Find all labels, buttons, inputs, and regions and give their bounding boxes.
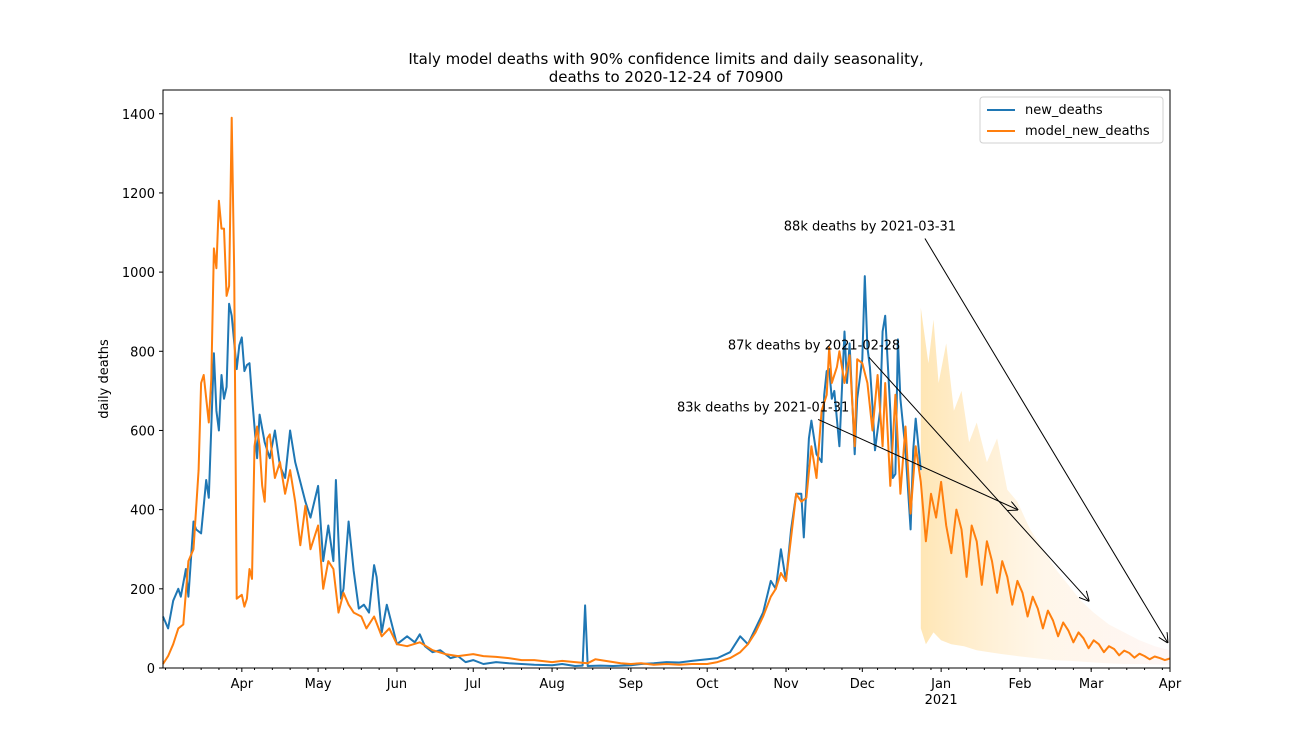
series-line-model-new-deaths bbox=[162, 116, 1171, 666]
legend-label-new-deaths: new_deaths bbox=[1025, 103, 1103, 118]
y-axis: 0 200 400 600 800 1000 1200 1400 bbox=[122, 108, 163, 677]
x-tick-label: Feb bbox=[1008, 677, 1031, 692]
x-tick-sublabel: 2021 bbox=[925, 693, 958, 708]
annotation-text: 83k deaths by 2021-01-31 bbox=[677, 400, 849, 415]
x-tick-label: Jan bbox=[930, 677, 951, 692]
y-tick-label: 1400 bbox=[122, 108, 155, 123]
y-tick-label: 400 bbox=[130, 504, 155, 519]
y-tick-label: 800 bbox=[130, 345, 155, 360]
x-tick-label: Mar bbox=[1079, 677, 1104, 692]
y-tick-label: 1000 bbox=[122, 266, 155, 281]
series-lines bbox=[162, 116, 1171, 667]
y-tick-label: 600 bbox=[130, 424, 155, 439]
y-tick-label: 1200 bbox=[122, 187, 155, 202]
x-tick-label: Jul bbox=[464, 677, 481, 692]
x-tick-label: Dec bbox=[850, 677, 875, 692]
legend-box bbox=[979, 96, 1164, 144]
x-tick-label: Jun bbox=[386, 677, 407, 692]
plot-area-frame bbox=[162, 89, 1171, 669]
x-tick-label: Oct bbox=[696, 677, 718, 692]
annotation-arrow bbox=[868, 356, 1089, 600]
confidence-band bbox=[920, 307, 1170, 665]
x-tick-label: Nov bbox=[773, 677, 799, 692]
x-tick-label: Apr bbox=[1159, 677, 1182, 692]
annotation-text: 87k deaths by 2021-02-28 bbox=[728, 338, 900, 353]
x-tick-label: May bbox=[305, 677, 332, 692]
x-tick-label: Sep bbox=[619, 677, 644, 692]
annotation-arrow bbox=[817, 419, 1017, 509]
y-tick-label: 200 bbox=[130, 583, 155, 598]
annotation-arrow bbox=[924, 238, 1168, 643]
chart-title-line-1: Italy model deaths with 90% confidence l… bbox=[408, 50, 923, 68]
legend: new_deaths model_new_deaths bbox=[979, 96, 1164, 144]
x-tick-label: Aug bbox=[539, 677, 564, 692]
chart-title-line-2: deaths to 2020-12-24 of 70900 bbox=[549, 68, 784, 86]
series-line-new-deaths bbox=[162, 275, 922, 667]
y-tick-label: 0 bbox=[147, 662, 155, 677]
confidence-band-area bbox=[920, 307, 1170, 665]
annotation-text: 88k deaths by 2021-03-31 bbox=[784, 220, 956, 235]
annotations: 88k deaths by 2021-03-31 87k deaths by 20… bbox=[677, 220, 1167, 643]
legend-label-model-new-deaths: model_new_deaths bbox=[1025, 124, 1150, 139]
x-tick-label: Apr bbox=[231, 677, 254, 692]
y-axis-label: daily deaths bbox=[97, 339, 112, 419]
